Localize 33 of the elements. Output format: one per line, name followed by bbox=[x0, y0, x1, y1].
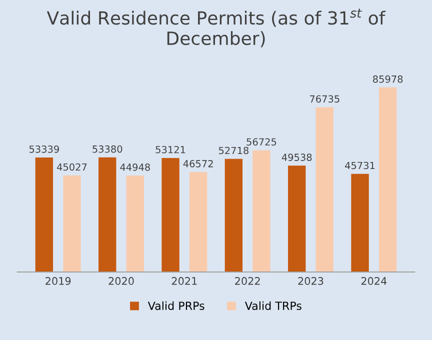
bar bbox=[189, 172, 208, 272]
x-tick-label: 2023 bbox=[298, 277, 324, 285]
data-label: 45027 bbox=[56, 163, 87, 171]
x-tick-label: 2019 bbox=[46, 277, 71, 285]
bar bbox=[224, 158, 243, 272]
bar bbox=[35, 157, 54, 272]
x-tick-label: 2021 bbox=[172, 277, 197, 285]
data-label: 56725 bbox=[246, 138, 276, 146]
data-label: 53380 bbox=[92, 145, 122, 153]
data-label: 85978 bbox=[373, 75, 403, 83]
data-label: 53121 bbox=[156, 146, 186, 154]
bar bbox=[126, 176, 144, 272]
legend-label: Valid PRPs bbox=[148, 301, 204, 310]
bar bbox=[252, 150, 270, 272]
bar bbox=[63, 175, 81, 272]
x-tick-label: 2024 bbox=[361, 277, 387, 285]
data-label: 45731 bbox=[345, 162, 375, 170]
x-tick-label: 2020 bbox=[108, 277, 134, 285]
bar bbox=[162, 158, 180, 272]
data-label: 49538 bbox=[282, 154, 312, 161]
chart-title: Valid Residence Permits (as of 31$^{st}$ of December) bbox=[46, 8, 386, 48]
data-label: 44948 bbox=[120, 163, 150, 171]
bar bbox=[98, 157, 116, 272]
data-label: 46572 bbox=[183, 160, 213, 168]
data-label: 52718 bbox=[218, 146, 248, 154]
data-label: 53339 bbox=[29, 145, 59, 153]
data-label: 76735 bbox=[310, 95, 340, 103]
bar bbox=[351, 174, 369, 272]
bar bbox=[378, 87, 397, 272]
legend-label: Valid TRPs bbox=[244, 301, 302, 310]
x-tick-label: 2022 bbox=[235, 277, 260, 285]
bar bbox=[316, 107, 334, 272]
bar bbox=[288, 166, 306, 272]
